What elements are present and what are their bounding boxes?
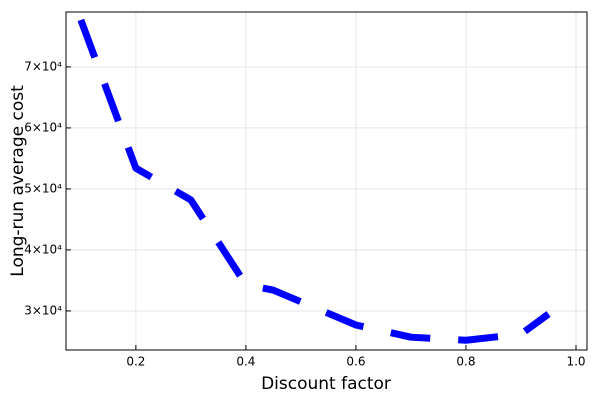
y-tick-label: 6×10⁴	[24, 120, 62, 134]
y-tick-label: 5×10⁴	[24, 181, 62, 195]
y-tick-label: 4×10⁴	[24, 242, 62, 256]
data-line	[77, 18, 551, 344]
x-tick-label: 0.6	[346, 355, 365, 369]
y-tick-label: 3×10⁴	[24, 303, 62, 317]
y-tick-label: 7×10⁴	[24, 59, 62, 73]
x-axis-title: Discount factor	[261, 374, 391, 394]
y-axis-title: Long-run average cost	[8, 85, 28, 277]
x-tick-label: 0.4	[236, 355, 255, 369]
plot-frame	[65, 11, 588, 351]
x-tick-label: 0.8	[456, 355, 475, 369]
x-tick-label: 0.2	[126, 355, 145, 369]
x-tick-label: 1.0	[566, 355, 585, 369]
